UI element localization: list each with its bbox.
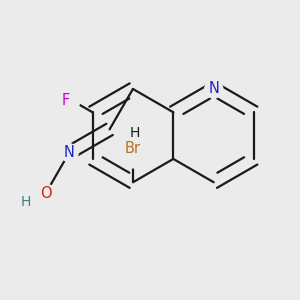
Text: N: N xyxy=(64,145,75,160)
Text: O: O xyxy=(40,186,52,201)
Circle shape xyxy=(205,80,223,98)
Circle shape xyxy=(60,144,78,162)
Circle shape xyxy=(64,93,80,109)
Text: F: F xyxy=(61,93,69,108)
Text: Br: Br xyxy=(125,141,141,156)
Text: N: N xyxy=(208,82,219,97)
Text: H: H xyxy=(129,126,140,140)
Circle shape xyxy=(124,150,142,168)
Text: H: H xyxy=(21,195,32,209)
Circle shape xyxy=(37,184,55,202)
